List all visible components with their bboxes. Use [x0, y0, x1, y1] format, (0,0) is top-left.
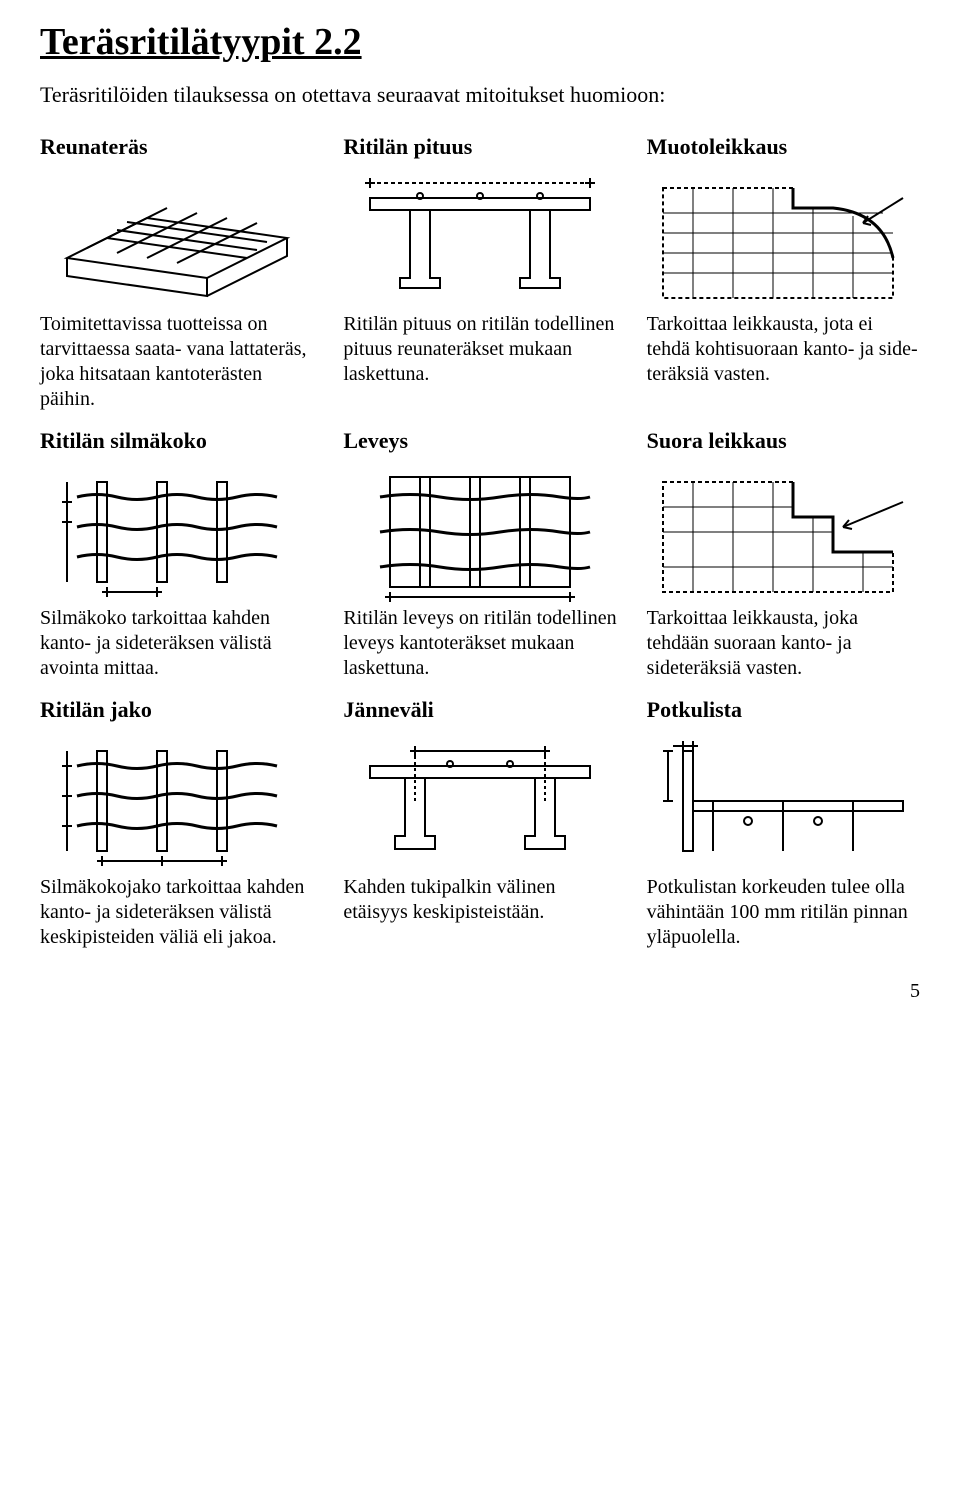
- head-muotoleikkaus: Muotoleikkaus: [647, 134, 920, 160]
- desc-ritilan-pituus: Ritilän pituus on ritilän todellinen pit…: [343, 312, 616, 412]
- desc-jako: Silmäkokojako tarkoittaa kahden kanto- j…: [40, 875, 313, 950]
- desc-jannevali: Kahden tukipalkin välinen etäisyys keski…: [343, 875, 616, 950]
- head-jako: Ritilän jako: [40, 697, 313, 723]
- head-suora-leikkaus: Suora leikkaus: [647, 428, 920, 454]
- img-potkulista: [647, 731, 920, 871]
- head-leveys: Leveys: [343, 428, 616, 454]
- page-title: Teräsritilätyypit 2.2: [40, 20, 920, 64]
- img-jako: [40, 731, 313, 871]
- img-leveys: [343, 462, 616, 602]
- desc-suora-leikkaus: Tarkoittaa leikkausta, joka tehdään suor…: [647, 606, 920, 681]
- desc-muotoleikkaus: Tarkoittaa leikkausta, jota ei tehdä koh…: [647, 312, 920, 412]
- desc-reunateras: Toimitettavissa tuotteissa on tarvittaes…: [40, 312, 313, 412]
- intro-text: Teräsritilöiden tilauksessa on otettava …: [40, 82, 920, 108]
- definitions-grid: Reunateräs Ritilän pituus Muotoleikkaus: [40, 128, 920, 960]
- desc-potkulista: Potkulistan korkeuden tulee olla vähintä…: [647, 875, 920, 950]
- head-jannevali: Jänneväli: [343, 697, 616, 723]
- img-reunateras: [40, 168, 313, 308]
- desc-silmakoko: Silmäkoko tarkoittaa kahden kanto- ja si…: [40, 606, 313, 681]
- head-potkulista: Potkulista: [647, 697, 920, 723]
- desc-leveys: Ritilän leveys on ritilän todellinen lev…: [343, 606, 616, 681]
- page-number: 5: [40, 980, 920, 1003]
- img-ritilan-pituus: [343, 168, 616, 308]
- head-silmakoko: Ritilän silmäkoko: [40, 428, 313, 454]
- img-jannevali: [343, 731, 616, 871]
- img-muotoleikkaus: [647, 168, 920, 308]
- head-ritilan-pituus: Ritilän pituus: [343, 134, 616, 160]
- img-silmakoko: [40, 462, 313, 602]
- head-reunateras: Reunateräs: [40, 134, 313, 160]
- img-suora-leikkaus: [647, 462, 920, 602]
